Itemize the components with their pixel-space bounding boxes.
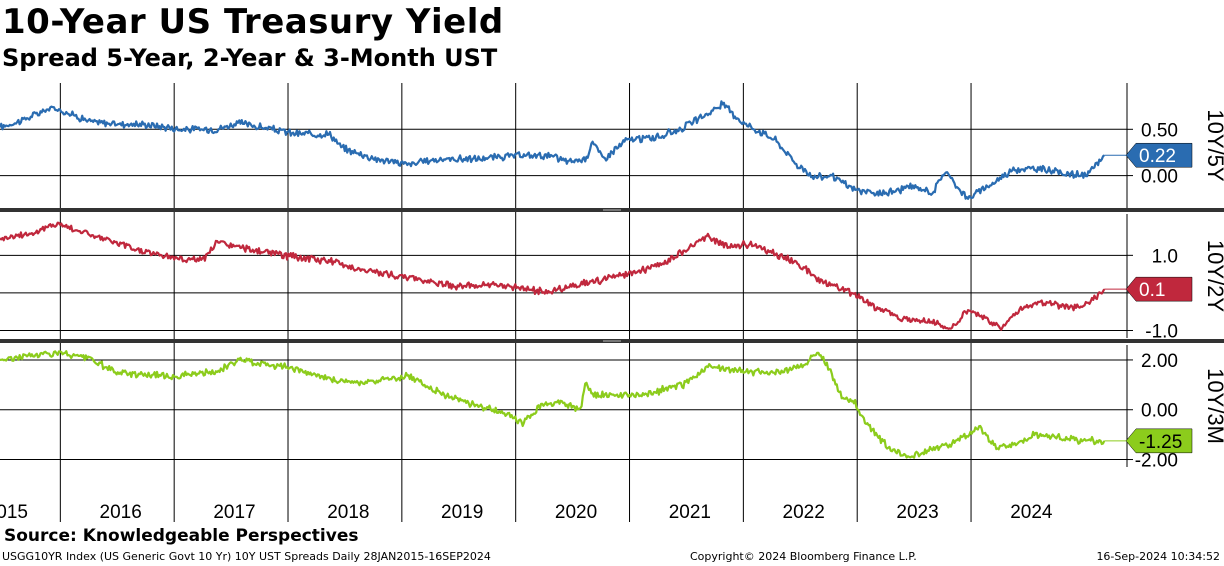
copyright-note: Copyright© 2024 Bloomberg Finance L.P.: [690, 550, 917, 563]
chart-subtitle: Spread 5-Year, 2-Year & 3-Month UST: [2, 44, 498, 72]
x-tick-label: 2015: [0, 502, 28, 523]
last-value-tag: [1125, 276, 1193, 302]
last-value-tag: [1125, 142, 1193, 168]
y-tick-label: -2.00: [1135, 451, 1178, 472]
last-value-label: 0.22: [1139, 146, 1176, 167]
chart-title: 10-Year US Treasury Yield: [2, 2, 504, 42]
x-tick-label: 2021: [669, 502, 711, 523]
index-info: USGG10YR Index (US Generic Govt 10 Yr) 1…: [2, 550, 491, 563]
x-tick-label: 2019: [441, 502, 483, 523]
timestamp: 16-Sep-2024 10:34:52: [1096, 550, 1220, 563]
last-value-tag: [1125, 428, 1193, 454]
y-tick-label: 0.50: [1141, 120, 1178, 141]
y-tick-label: 2.00: [1141, 351, 1178, 372]
y-tick-label: 0.00: [1141, 401, 1178, 422]
panel-name: 10Y/3M: [1203, 368, 1224, 444]
x-tick-label: 2022: [783, 502, 825, 523]
x-tick-label: 2020: [555, 502, 597, 523]
x-tick-label: 2023: [896, 502, 938, 523]
series-line-10y-2y: [0, 221, 1106, 331]
last-value-label: -1.25: [1139, 432, 1182, 453]
panel-name: 10Y/5Y: [1203, 109, 1224, 181]
x-tick-label: 2018: [327, 502, 369, 523]
panel-name: 10Y/2Y: [1203, 240, 1224, 312]
source-note: Source: Knowledgeable Perspectives: [4, 526, 359, 546]
last-value-label: 0.1: [1139, 280, 1165, 301]
series-line-10y-3m: [0, 350, 1106, 459]
x-tick-label: 2016: [100, 502, 142, 523]
y-tick-label: 1.0: [1152, 246, 1178, 267]
x-tick-label: 2017: [213, 502, 255, 523]
y-tick-label: 0.00: [1141, 167, 1178, 188]
y-tick-label: -1.0: [1145, 321, 1178, 342]
x-tick-label: 2024: [1010, 502, 1053, 523]
series-line-10y-5y: [0, 100, 1105, 200]
